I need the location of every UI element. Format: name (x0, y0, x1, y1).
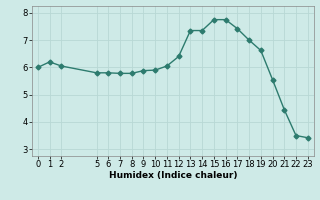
X-axis label: Humidex (Indice chaleur): Humidex (Indice chaleur) (108, 171, 237, 180)
